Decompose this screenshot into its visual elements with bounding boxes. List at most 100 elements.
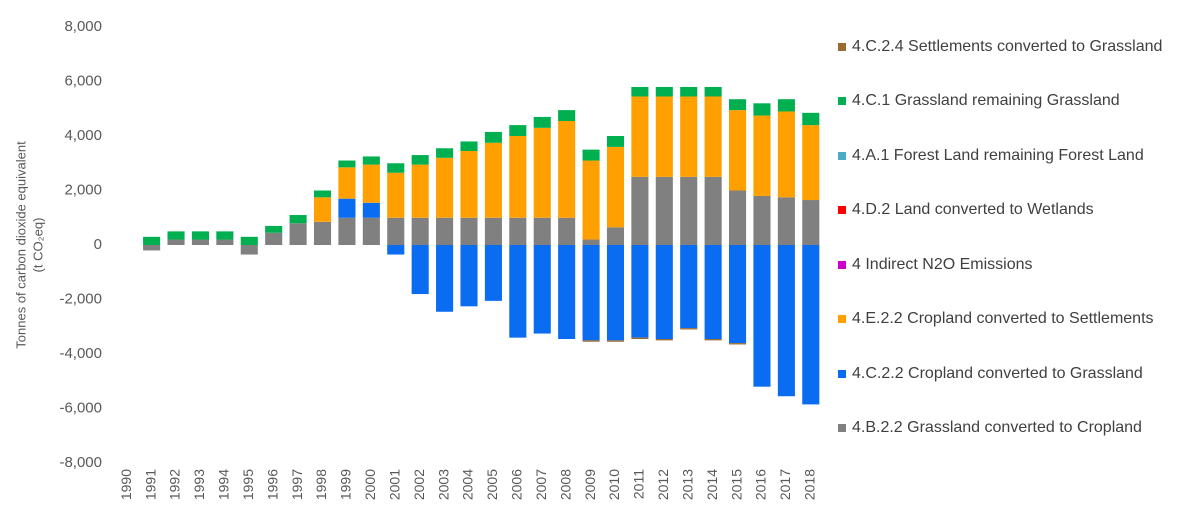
x-tick-label: 1990 — [118, 469, 134, 500]
bar-segment — [143, 236, 161, 245]
x-tick-label: 2018 — [801, 469, 817, 500]
bar-segment — [704, 96, 722, 177]
bar-segment — [484, 131, 502, 143]
bar-segment — [411, 164, 429, 218]
legend-swatch — [838, 315, 846, 323]
bar-segment — [191, 239, 209, 245]
bar-segment — [484, 142, 502, 218]
bar-segment — [680, 176, 698, 245]
x-tick-label: 2003 — [435, 469, 451, 500]
bar-segment — [167, 239, 185, 245]
bar-segment — [289, 215, 307, 224]
bar-segment — [680, 96, 698, 177]
x-tick-label: 2015 — [728, 469, 744, 500]
bar-segment — [753, 195, 771, 245]
bar-segment — [558, 245, 576, 340]
bar-segment — [606, 245, 625, 341]
legend-swatch — [838, 370, 846, 378]
bar-segment — [704, 86, 722, 97]
bar-segment — [436, 217, 454, 245]
legend-swatch — [838, 424, 846, 432]
bar-segment — [631, 96, 649, 177]
bar-segment — [655, 339, 673, 341]
bar-segment — [582, 239, 600, 245]
bar-segment — [533, 245, 551, 334]
x-tick-label: 2013 — [679, 469, 695, 500]
x-tick-label: 2004 — [460, 469, 476, 500]
bar-segment — [362, 164, 380, 203]
bar-segment — [143, 245, 161, 251]
x-tick-label: 2017 — [777, 469, 793, 500]
bar-segment — [802, 200, 820, 245]
bar-segment — [313, 221, 332, 245]
bar-segment — [313, 197, 332, 222]
bar-segment — [387, 217, 405, 245]
bar-segment — [582, 245, 600, 341]
bar-segment — [729, 245, 747, 344]
bar-segment — [216, 231, 234, 240]
bar-segment — [802, 112, 820, 126]
bar-segment — [265, 232, 283, 245]
bar-segment — [777, 197, 795, 245]
legend-item: 4.E.2.2 Cropland converted to Settlement… — [838, 309, 1200, 328]
bar-segment — [484, 217, 502, 245]
bar-segment — [240, 236, 258, 245]
plot: Tonnes of carbon dioxide equivalent (t C… — [13, 18, 820, 500]
x-tick-label: 2016 — [753, 469, 769, 500]
bar-segment — [680, 328, 698, 330]
bar-segment — [655, 176, 673, 245]
bar-segment — [606, 146, 625, 228]
x-tick-label: 1993 — [191, 469, 207, 500]
y-tick-label: -4,000 — [59, 345, 102, 362]
bar-segment — [387, 172, 405, 218]
bar-segment — [509, 245, 527, 338]
x-tick-label: 2002 — [411, 469, 427, 500]
bar-segment — [411, 217, 429, 245]
bar-segment — [338, 217, 356, 245]
x-tick-label: 1998 — [313, 469, 329, 500]
bar-segment — [411, 155, 429, 165]
bar-segment — [436, 245, 454, 312]
x-tick-label: 2007 — [533, 469, 549, 500]
x-tick-label: 2005 — [484, 469, 500, 500]
bar-segment — [509, 136, 527, 218]
bar-segment — [606, 227, 625, 245]
legend-item: 4.C.1 Grassland remaining Grassland — [838, 91, 1200, 110]
bar-segment — [460, 141, 478, 151]
y-axis-label: Tonnes of carbon dioxide equivalent — [13, 141, 28, 349]
bar-segment — [802, 245, 820, 405]
bar-segment — [680, 245, 698, 329]
y-tick-label: -2,000 — [59, 290, 102, 307]
bar-segment — [240, 245, 258, 255]
bar-segment — [655, 86, 673, 97]
bar-segment — [753, 103, 771, 116]
legend-label: 4.E.2.2 Cropland converted to Settlement… — [852, 310, 1154, 327]
bar-segment — [655, 96, 673, 177]
x-tick-label: 1995 — [240, 469, 256, 500]
x-tick-label: 1996 — [264, 469, 280, 500]
legend-swatch — [838, 97, 846, 105]
bar-segment — [558, 121, 576, 218]
legend-label: 4.C.2.4 Settlements converted to Grassla… — [852, 38, 1163, 55]
legend-swatch — [838, 261, 846, 269]
legend-item: 4.B.2.2 Grassland converted to Cropland — [838, 418, 1200, 437]
bar-segment — [777, 111, 795, 198]
legend-label: 4.A.1 Forest Land remaining Forest Land — [852, 147, 1144, 164]
bar-segment — [606, 340, 625, 342]
x-tick-label: 2006 — [509, 469, 525, 500]
bar-segment — [387, 163, 405, 173]
bar-segment — [167, 231, 185, 240]
y-tick-label: 6,000 — [64, 72, 102, 89]
bar-segment — [582, 160, 600, 240]
bar-segment — [606, 136, 625, 147]
bar-segment — [631, 176, 649, 245]
bar-segment — [436, 148, 454, 158]
bar-segment — [753, 115, 771, 196]
x-tick-label: 2009 — [582, 469, 598, 500]
bar-segment — [631, 337, 649, 340]
bar-segment — [313, 190, 332, 198]
bar-segment — [558, 217, 576, 245]
bar-segment — [460, 150, 478, 218]
bar-segment — [582, 149, 600, 161]
x-tick-label: 2014 — [704, 469, 720, 500]
